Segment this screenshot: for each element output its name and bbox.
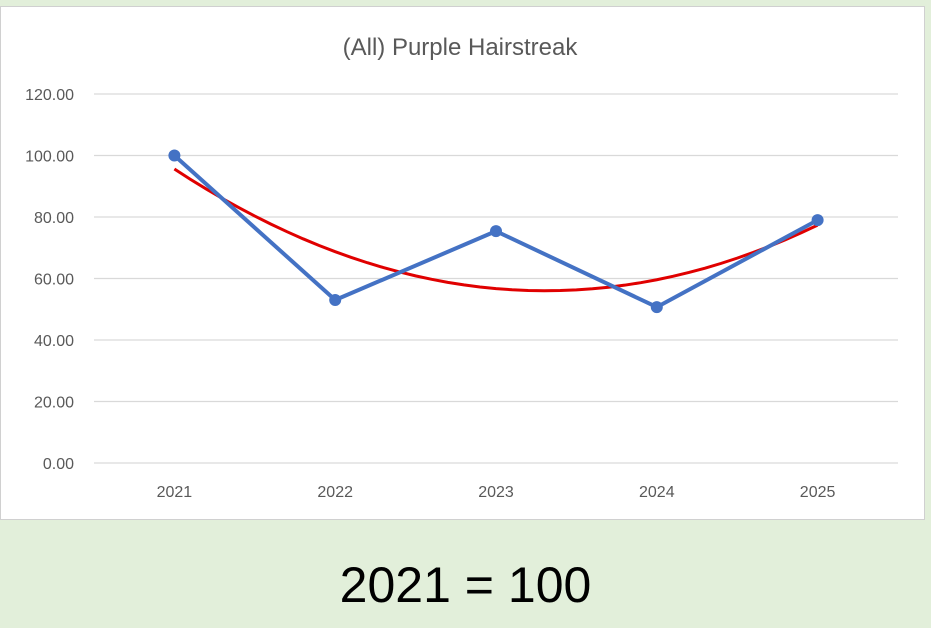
y-tick-label: 0.00 — [43, 456, 74, 473]
x-tick-label: 2025 — [800, 484, 836, 501]
y-tick-label: 40.00 — [34, 333, 74, 350]
data-point — [329, 294, 342, 307]
x-tick-label: 2022 — [317, 484, 353, 501]
y-tick-label: 60.00 — [34, 272, 74, 289]
chart-area — [0, 6, 925, 520]
chart-title: (All) Purple Hairstreak — [343, 34, 579, 61]
x-tick-label: 2021 — [157, 484, 193, 501]
x-tick-label: 2023 — [478, 484, 514, 501]
data-point — [490, 225, 502, 238]
y-tick-label: 100.00 — [25, 149, 74, 166]
data-point — [811, 214, 824, 227]
y-tick-label: 80.00 — [34, 210, 74, 227]
caption: 2021 = 100 — [339, 557, 592, 613]
x-tick-label: 2024 — [639, 484, 675, 501]
y-tick-label: 120.00 — [25, 87, 74, 104]
y-tick-label: 20.00 — [34, 395, 74, 412]
trendline — [173, 167, 819, 293]
data-point — [650, 301, 663, 314]
data-point — [168, 149, 181, 162]
